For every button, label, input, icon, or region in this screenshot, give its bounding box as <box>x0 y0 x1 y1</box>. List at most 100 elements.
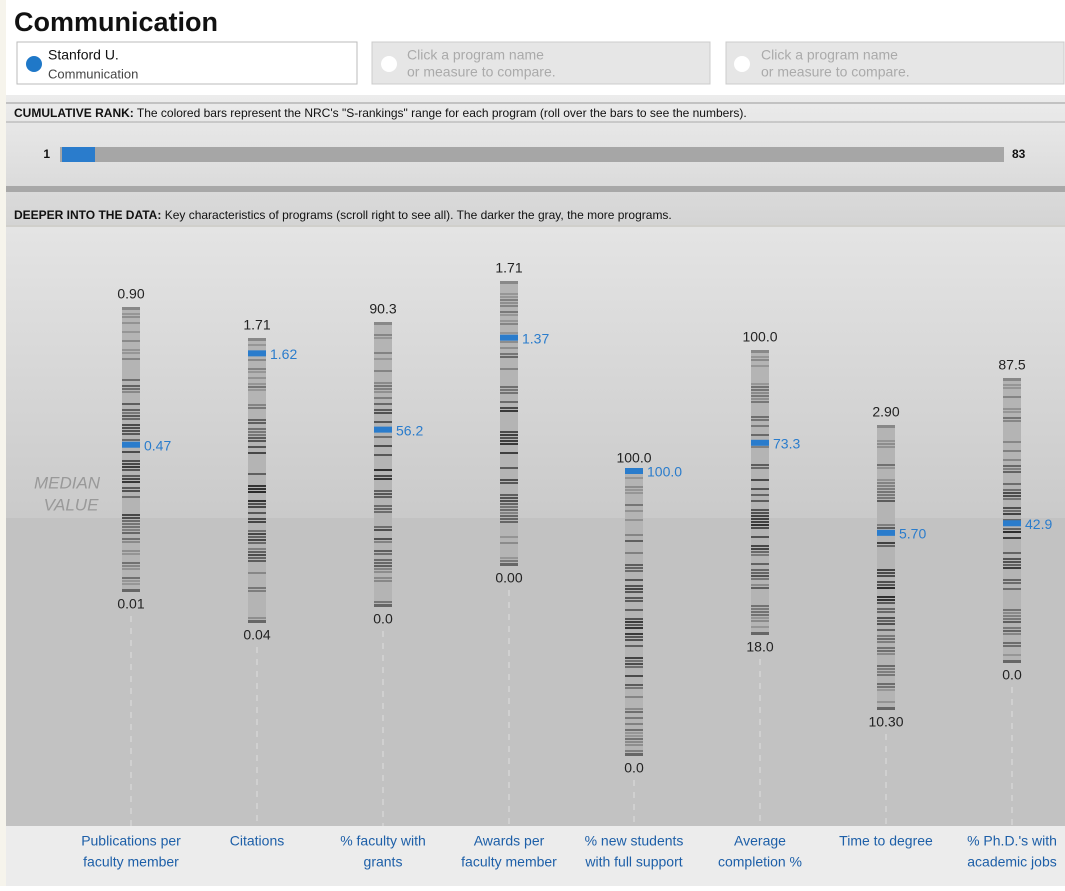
program-stripe <box>1003 465 1021 467</box>
program-stripe <box>248 419 266 421</box>
deeper-text: Key characteristics of programs (scroll … <box>165 208 672 222</box>
program-value <box>248 350 266 357</box>
program-value <box>374 426 392 433</box>
program-stripe <box>248 386 266 388</box>
program-stripe <box>1003 387 1021 389</box>
program-stripe <box>374 577 392 579</box>
program-stripe <box>1003 408 1021 410</box>
program-stripe <box>248 434 266 436</box>
program-stripe <box>877 653 895 655</box>
measure-label: faculty member <box>83 854 179 870</box>
measure-label: Time to degree <box>839 833 933 849</box>
program-stripe <box>751 515 769 517</box>
program-stripe <box>751 626 769 628</box>
program-stripe <box>751 365 769 367</box>
program-stripe <box>625 657 643 659</box>
min-label: 0.0 <box>624 760 644 776</box>
program-stripe <box>122 412 140 414</box>
program-stripe <box>751 509 769 511</box>
program-stripe <box>374 490 392 492</box>
program-stripe <box>625 717 643 719</box>
program-stripe <box>625 579 643 581</box>
program-stripe <box>877 464 895 466</box>
program-stripe <box>625 519 643 521</box>
program-stripe <box>877 545 895 547</box>
min-label: 0.00 <box>495 570 522 586</box>
compare-box[interactable] <box>371 41 711 85</box>
program-stripe <box>122 490 140 492</box>
measure-label: grants <box>364 854 403 870</box>
program-stripe <box>751 494 769 496</box>
program-stripe <box>122 478 140 480</box>
program-stripe <box>374 529 392 531</box>
program-stripe <box>500 467 518 469</box>
hint: or measure to compare. <box>761 64 910 80</box>
program-stripe <box>625 600 643 602</box>
program-stripe <box>248 542 266 544</box>
compare-box[interactable] <box>16 41 358 85</box>
program-stripe <box>248 383 266 385</box>
program-stripe <box>1003 411 1021 413</box>
program-stripe <box>500 368 518 370</box>
measure-label: Citations <box>230 833 284 849</box>
program-stripe <box>122 385 140 387</box>
program-stripe <box>122 577 140 579</box>
program-value <box>751 439 769 446</box>
chart-lower <box>6 518 1065 826</box>
deeper-heading: DEEPER INTO THE DATA: <box>14 208 161 222</box>
rank-range[interactable] <box>62 147 95 162</box>
rank-track <box>60 147 1004 162</box>
program-stripe <box>751 620 769 622</box>
program-stripe <box>122 430 140 432</box>
program-stripe <box>1003 582 1021 584</box>
program-stripe <box>877 602 895 604</box>
program-stripe <box>122 523 140 525</box>
min-label: 0.04 <box>243 627 270 643</box>
program-stripe <box>877 617 895 619</box>
program-stripe <box>122 427 140 429</box>
program-stripe <box>500 560 518 562</box>
program-stripe <box>248 473 266 475</box>
program-stripe <box>877 671 895 673</box>
program-stripe <box>500 347 518 349</box>
rank-heading: CUMULATIVE RANK: <box>14 106 134 120</box>
program-stripe <box>248 491 266 493</box>
program-stripe <box>374 382 392 384</box>
program-stripe <box>248 428 266 430</box>
program-stripe <box>500 401 518 403</box>
program-stripe <box>248 503 266 505</box>
program-stripe <box>877 485 895 487</box>
median-label: MEDIAN <box>34 473 101 492</box>
program-stripe <box>122 466 140 468</box>
program-stripe <box>248 344 266 346</box>
rank-text: The colored bars represent the NRC's "S-… <box>137 106 747 120</box>
program-stripe <box>751 572 769 574</box>
program-stripe <box>625 687 643 689</box>
program-stripe <box>1003 417 1021 419</box>
program-value <box>625 468 643 474</box>
program-stripe <box>122 553 140 555</box>
program-stripe <box>877 647 895 649</box>
cap <box>248 620 266 623</box>
program-stripe <box>122 469 140 471</box>
measure-label: with full support <box>584 854 682 870</box>
program-stripe <box>500 431 518 433</box>
program-stripe <box>374 559 392 561</box>
compare-box[interactable] <box>725 41 1065 85</box>
program-stripe <box>751 545 769 547</box>
program-stripe <box>877 599 895 601</box>
program-stripe <box>1003 441 1021 443</box>
measure-label: faculty member <box>461 854 557 870</box>
program-stripe <box>625 666 643 668</box>
program-stripe <box>751 425 769 427</box>
program-stripe <box>122 481 140 483</box>
program-stripe <box>500 443 518 445</box>
program-stripe <box>1003 621 1021 623</box>
program-stripe <box>751 383 769 385</box>
program-stripe <box>1003 519 1021 521</box>
program-stripe <box>625 567 643 569</box>
program-stripe <box>1003 531 1021 533</box>
cap <box>1003 378 1021 381</box>
program-stripe <box>500 296 518 298</box>
cap <box>877 707 895 710</box>
